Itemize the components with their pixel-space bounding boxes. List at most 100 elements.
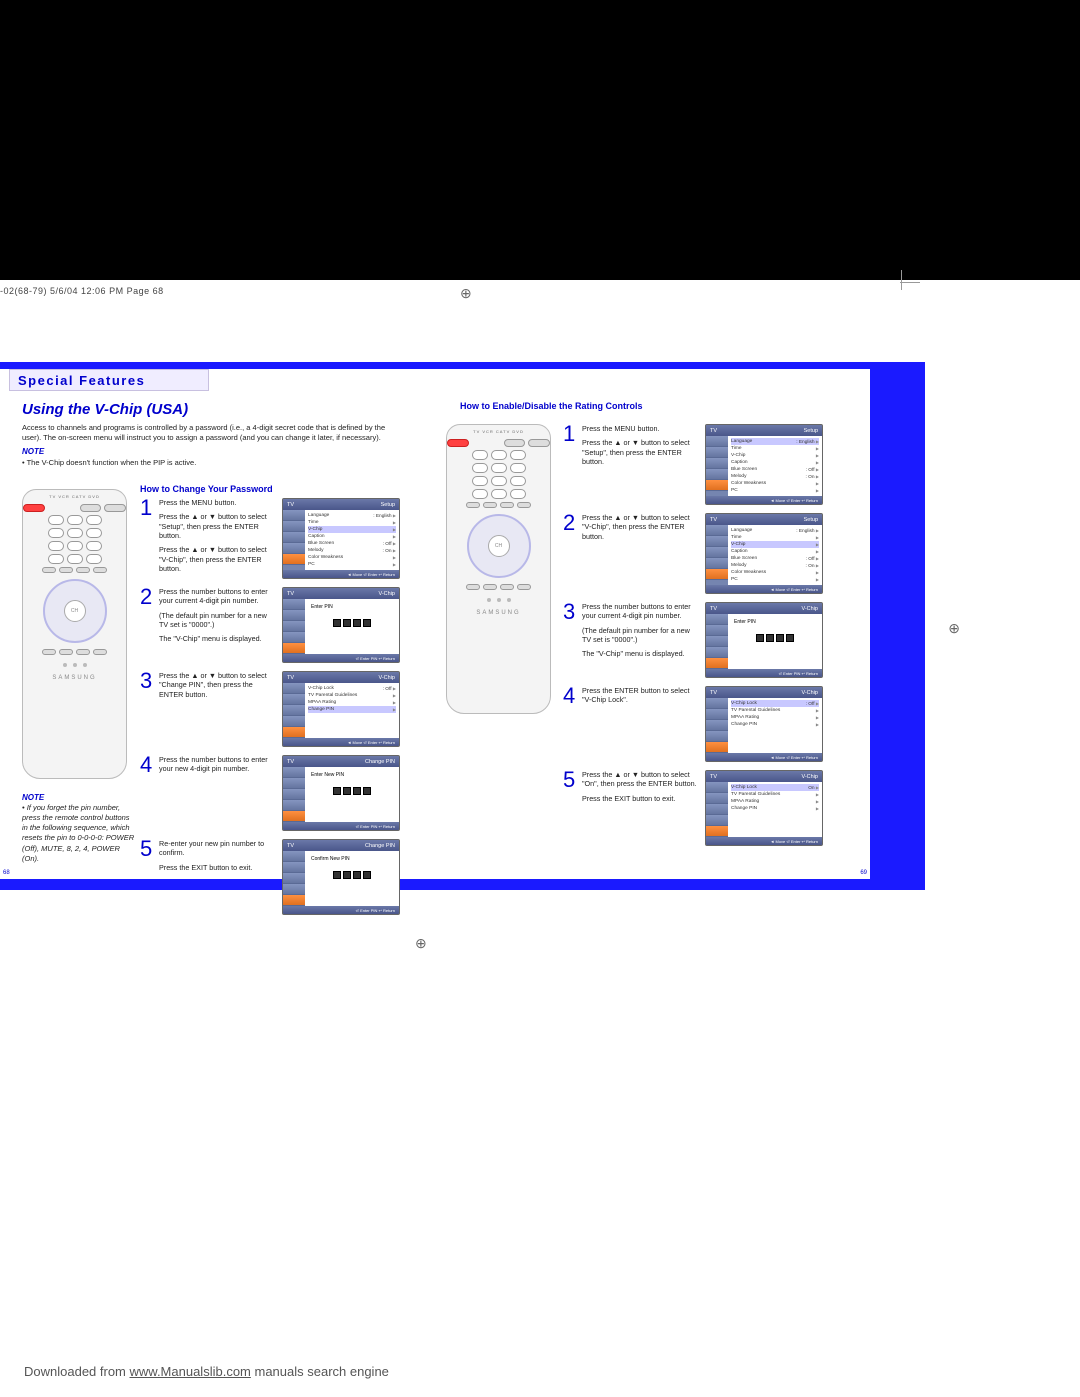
pin-square-icon [353,787,361,795]
osd-screenshot: TVV-Chip Enter PIN ⏎ Enter PIN ↩ Return [282,587,400,663]
osd-sidebar-active-icon [283,643,305,654]
osd-sidebar [706,698,728,753]
osd-menu-line: PC ▶ [731,487,819,494]
osd-menu-line: Melody: On ▶ [308,547,396,554]
osd-title: Change PIN [365,759,395,765]
dpad-icon: CH [43,579,107,643]
osd-menu-line: Color Weakness ▶ [731,569,819,576]
remote-num-icon [67,554,83,564]
remote-illustration-right: TV VCR CATV DVD CH SAMSUNG [446,424,551,714]
instruction-step: 3 Press the number buttons to enter your… [563,602,829,678]
osd-sidebar-active-icon [283,895,305,906]
osd-screenshot: TVChange PIN Confirm New PIN ⏎ Enter PIN… [282,839,400,915]
feature-tab-label: Special Features [18,373,145,388]
remote-num-icon [48,515,64,525]
remote-num-icon [86,515,102,525]
remote-dot-icon [73,663,77,667]
osd-screenshot: TVSetup Language: English ▶Time ▶V-Chip … [282,498,400,579]
remote-num-icon [472,463,488,473]
osd-tv-label: TV [287,502,294,508]
page-number-right: 69 [860,870,867,876]
osd-screenshot: TVV-Chip V-Chip Lock: Off ▶TV Parental G… [282,671,400,747]
remote-brand: SAMSUNG [23,675,126,681]
osd-menu-line: Caption ▶ [731,548,819,555]
osd-pin-label: Enter New PIN [308,769,396,781]
step-text: Re-enter your new pin number to confirm.… [159,839,277,915]
osd-menu-line: V-Chip ▶ [731,452,819,459]
osd-menu-line: TV Parental Guidelines ▶ [731,707,819,714]
osd-title: V-Chip [801,690,818,696]
osd-sidebar-active-icon [706,569,728,580]
osd-menu-line: Time ▶ [308,519,396,526]
osd-title: Setup [381,502,395,508]
remote-sm-icon [76,649,90,655]
remote-num-icon [67,528,83,538]
osd-menu-line: Blue Screen: Off ▶ [308,540,396,547]
osd-tv-label: TV [287,675,294,681]
crop-corner-top [900,282,920,302]
remote-pill-icon [80,504,102,512]
osd-tv-label: TV [287,843,294,849]
osd-footer: ⏎ Enter PIN ↩ Return [283,822,399,830]
remote-num-icon [510,489,526,499]
pin-square-icon [353,871,361,879]
footer-link[interactable]: www.Manualslib.com [130,1364,251,1379]
section1-header: How to Change Your Password [140,484,406,494]
remote-sm-icon [42,567,56,573]
section2-header: How to Enable/Disable the Rating Control… [460,401,643,411]
page-number-left: 68 [3,870,10,876]
osd-footer: ◄ Move ⏎ Enter ↩ Return [706,585,822,593]
remote-num-icon [491,463,507,473]
crop-corner-top-v [901,270,902,290]
osd-sidebar [706,436,728,496]
osd-tv-label: TV [287,759,294,765]
step-text: Press the ENTER button to select "V-Chip… [582,686,700,762]
remote-sm-icon [517,502,531,508]
osd-footer: ◄ Move ⏎ Enter ↩ Return [706,837,822,845]
pin-square-icon [343,787,351,795]
step-number: 2 [140,587,154,663]
osd-menu-line: Language: English ▶ [308,512,396,519]
remote-sm-icon [500,584,514,590]
manual-page-spread: Special Features Using the V-Chip (USA) … [0,362,925,890]
osd-footer: ◄ Move ⏎ Enter ↩ Return [706,496,822,504]
osd-title: Setup [804,428,818,434]
osd-footer: ◄ Move ⏎ Enter ↩ Return [283,570,399,578]
remote-sm-icon [517,584,531,590]
remote-num-icon [48,554,64,564]
step-text: Press the ▲ or ▼ button to select "V-Chi… [582,513,700,594]
osd-sidebar-active-icon [706,826,728,837]
instruction-step: 5 Press the ▲ or ▼ button to select "On"… [563,770,829,846]
remote-num-icon [510,450,526,460]
pin-square-icon [333,619,341,627]
step-text: Press the ▲ or ▼ button to select "Chang… [159,671,277,747]
instruction-step: 2 Press the number buttons to enter your… [140,587,406,663]
osd-title: V-Chip [378,591,395,597]
osd-menu-line: MPAA Rating ▶ [731,714,819,721]
osd-footer: ⏎ Enter PIN ↩ Return [283,906,399,914]
osd-menu-line: Language: English ▶ [731,438,819,445]
osd-menu-line: Language: English ▶ [731,527,819,534]
instruction-step: 1 Press the MENU button.Press the ▲ or ▼… [563,424,829,505]
pin-square-icon [353,619,361,627]
osd-sidebar-active-icon [706,658,728,669]
osd-pin-label: Confirm New PIN [308,853,396,865]
osd-title: V-Chip [801,606,818,612]
page-content: Special Features Using the V-Chip (USA) … [0,369,870,879]
left-remote-column: TV VCR CATV DVD CH SAMSUNG NOTE • If you… [22,489,132,864]
remote-brand: SAMSUNG [447,610,550,616]
osd-screenshot: TV Change PIN Enter New PIN ⏎ Enter PIN ↩… [282,755,400,831]
instruction-step: 5 Re-enter your new pin number to confir… [140,839,406,915]
pin-square-icon [333,787,341,795]
step-text: Press the MENU button.Press the ▲ or ▼ b… [582,424,700,505]
pin-square-icon [766,634,774,642]
osd-screenshot: TVSetup Language: English ▶Time ▶V-Chip … [705,513,823,594]
remote-pill-icon [104,504,126,512]
remote-sm-icon [93,567,107,573]
right-steps-column: 1 Press the MENU button.Press the ▲ or ▼… [563,424,829,854]
osd-footer: ◄ Move ⏎ Enter ↩ Return [283,738,399,746]
remote-num-icon [86,554,102,564]
osd-screenshot: TVV-Chip V-Chip Lock: Off ▶TV Parental G… [705,686,823,762]
left-steps-column: How to Change Your Password 1 Press the … [140,484,406,923]
crop-mark-right: ⊕ [948,620,960,637]
